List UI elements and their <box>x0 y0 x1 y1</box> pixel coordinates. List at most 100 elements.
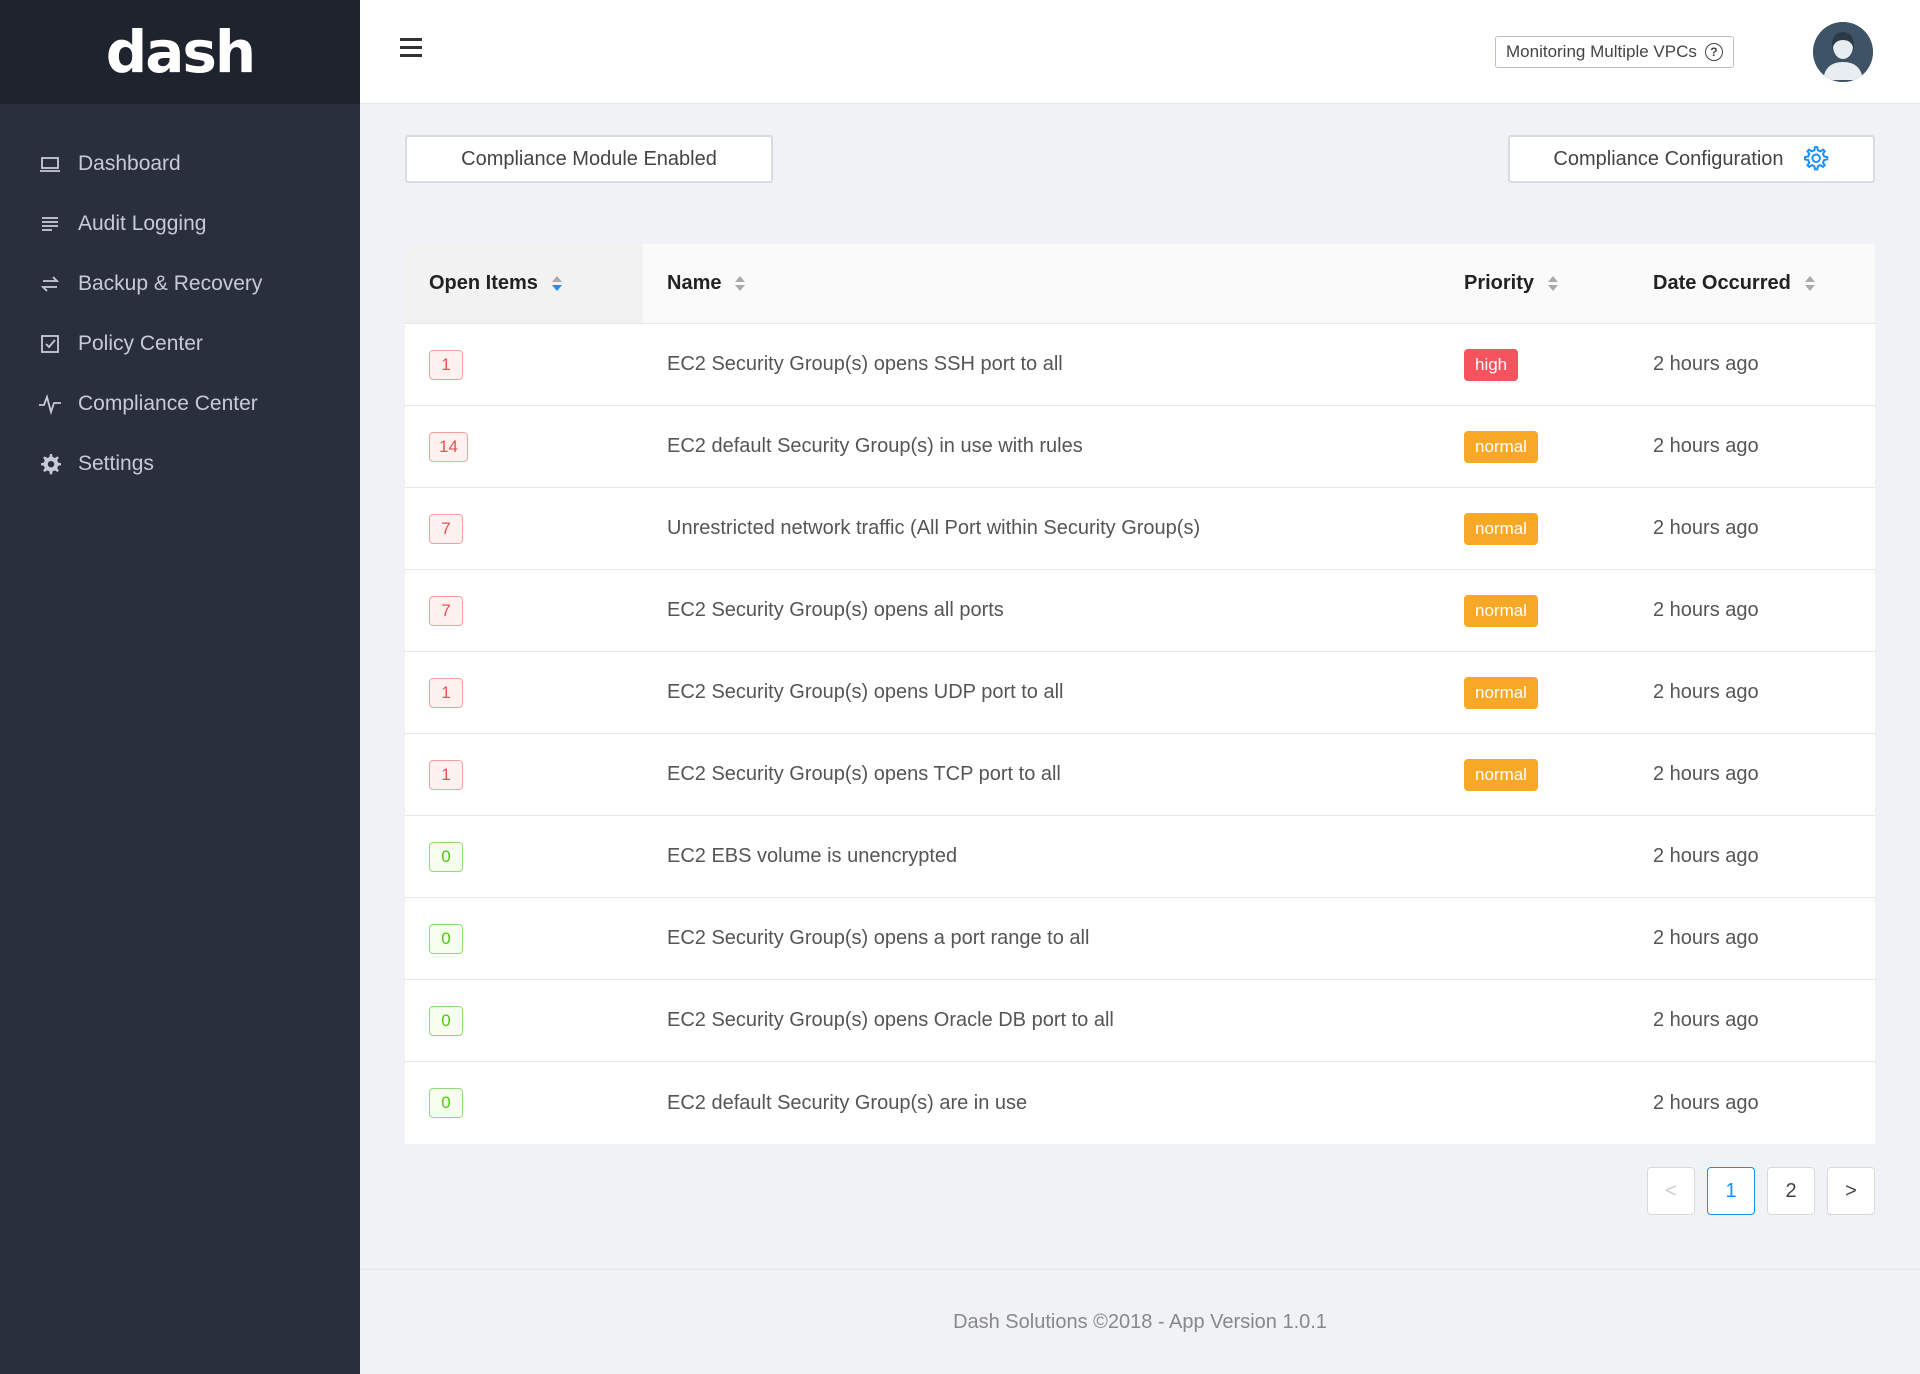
table-row[interactable]: 0 EC2 default Security Group(s) are in us… <box>405 1062 1875 1144</box>
help-icon: ? <box>1704 43 1723 61</box>
table-row[interactable]: 0 EC2 Security Group(s) opens a port rang… <box>405 898 1875 980</box>
sidebar-item-settings[interactable]: Settings <box>0 434 360 494</box>
date-occurred: 2 hours ago <box>1653 1091 1759 1114</box>
rule-name: EC2 default Security Group(s) in use wit… <box>667 435 1083 457</box>
name-cell: EC2 Security Group(s) opens Oracle DB po… <box>643 980 1440 1061</box>
gear-icon <box>1803 146 1828 171</box>
sidebar-nav: Dashboard Audit Logging Backup & Recover… <box>0 134 360 494</box>
pagination: < 1 2 > <box>1647 1167 1875 1215</box>
priority-cell: normal <box>1440 734 1629 815</box>
open-items-count: 0 <box>429 923 463 954</box>
compliance-configuration-button[interactable]: Compliance Configuration <box>1508 135 1875 183</box>
next-page-button[interactable]: > <box>1827 1167 1875 1215</box>
table-row[interactable]: 14 EC2 default Security Group(s) in use w… <box>405 406 1875 488</box>
sidebar-item-audit-logging[interactable]: Audit Logging <box>0 194 360 254</box>
priority-cell: normal <box>1440 488 1629 569</box>
sidebar-item-compliance-center[interactable]: Compliance Center <box>0 374 360 434</box>
footer: Dash Solutions ©2018 - App Version 1.0.1 <box>360 1269 1920 1374</box>
date-occurred: 2 hours ago <box>1653 599 1759 621</box>
sort-icon <box>1548 276 1559 291</box>
priority-badge: high <box>1464 348 1519 381</box>
sidebar-item-backup-recovery[interactable]: Backup & Recovery <box>0 254 360 314</box>
date-occurred: 2 hours ago <box>1653 435 1759 457</box>
date-cell: 2 hours ago <box>1629 324 1875 405</box>
table-row[interactable]: 1 EC2 Security Group(s) opens SSH port to… <box>405 324 1875 406</box>
open-items-cell: 0 <box>405 980 643 1061</box>
open-items-count: 0 <box>429 1005 463 1036</box>
column-header-date-occurred[interactable]: Date Occurred <box>1629 244 1875 323</box>
avatar[interactable] <box>1813 22 1873 82</box>
sidebar-item-label: Policy Center <box>78 332 203 355</box>
priority-cell: normal <box>1440 570 1629 651</box>
dash-logo[interactable]: dash <box>105 18 256 86</box>
sidebar-item-dashboard[interactable]: Dashboard <box>0 134 360 194</box>
date-occurred: 2 hours ago <box>1653 763 1759 785</box>
column-header-name[interactable]: Name <box>643 244 1440 323</box>
sort-icon <box>735 276 746 291</box>
compliance-module-label: Compliance Module Enabled <box>461 147 717 170</box>
open-items-cell: 14 <box>405 406 643 487</box>
gear-icon <box>38 452 62 476</box>
table-body: 1 EC2 Security Group(s) opens SSH port to… <box>405 324 1875 1144</box>
open-items-cell: 7 <box>405 570 643 651</box>
priority-badge: normal <box>1464 758 1538 791</box>
rule-name: EC2 Security Group(s) opens all ports <box>667 599 1004 621</box>
name-cell: Unrestricted network traffic (All Port w… <box>643 488 1440 569</box>
rule-name: EC2 Security Group(s) opens TCP port to … <box>667 763 1061 785</box>
open-items-count: 1 <box>429 349 463 380</box>
column-header-open-items[interactable]: Open Items <box>405 244 643 323</box>
open-items-cell: 0 <box>405 1062 643 1144</box>
priority-cell: normal <box>1440 406 1629 487</box>
date-occurred: 2 hours ago <box>1653 1009 1759 1031</box>
priority-cell: normal <box>1440 652 1629 733</box>
column-header-priority[interactable]: Priority <box>1440 244 1629 323</box>
rule-name: EC2 Security Group(s) opens Oracle DB po… <box>667 1009 1114 1031</box>
sidebar-item-policy-center[interactable]: Policy Center <box>0 314 360 374</box>
list-icon <box>38 212 62 236</box>
table-row[interactable]: 1 EC2 Security Group(s) opens TCP port to… <box>405 734 1875 816</box>
compliance-table: Open Items Name Priority Date Occurred 1… <box>405 244 1875 1144</box>
date-cell: 2 hours ago <box>1629 406 1875 487</box>
date-occurred: 2 hours ago <box>1653 517 1759 539</box>
monitoring-vpcs-button[interactable]: Monitoring Multiple VPCs ? <box>1495 36 1734 68</box>
checkbox-icon <box>38 332 62 356</box>
page-2-button[interactable]: 2 <box>1767 1167 1815 1215</box>
rule-name: EC2 EBS volume is unencrypted <box>667 845 958 867</box>
table-row[interactable]: 7 Unrestricted network traffic (All Port … <box>405 488 1875 570</box>
open-items-count: 7 <box>429 595 463 626</box>
top-header: Monitoring Multiple VPCs ? <box>360 0 1920 104</box>
rule-name: EC2 Security Group(s) opens SSH port to … <box>667 353 1063 375</box>
priority-cell <box>1440 898 1629 979</box>
date-cell: 2 hours ago <box>1629 570 1875 651</box>
table-row[interactable]: 1 EC2 Security Group(s) opens UDP port to… <box>405 652 1875 734</box>
logo-area: dash <box>0 0 360 104</box>
compliance-configuration-label: Compliance Configuration <box>1553 147 1784 170</box>
name-cell: EC2 Security Group(s) opens a port range… <box>643 898 1440 979</box>
rule-name: EC2 default Security Group(s) are in use <box>667 1091 1028 1114</box>
date-cell: 2 hours ago <box>1629 816 1875 897</box>
date-occurred: 2 hours ago <box>1653 353 1759 375</box>
priority-cell: high <box>1440 324 1629 405</box>
rule-name: Unrestricted network traffic (All Port w… <box>667 517 1201 539</box>
name-cell: EC2 Security Group(s) opens all ports <box>643 570 1440 651</box>
sidebar-item-label: Settings <box>78 452 154 475</box>
sidebar-item-label: Backup & Recovery <box>78 272 263 295</box>
rule-name: EC2 Security Group(s) opens UDP port to … <box>667 681 1064 703</box>
table-row[interactable]: 0 EC2 Security Group(s) opens Oracle DB p… <box>405 980 1875 1062</box>
prev-page-button[interactable]: < <box>1647 1167 1695 1215</box>
pulse-icon <box>38 392 62 416</box>
page-1-button[interactable]: 1 <box>1707 1167 1755 1215</box>
menu-toggle-icon[interactable] <box>400 38 424 62</box>
priority-cell <box>1440 816 1629 897</box>
name-cell: EC2 default Security Group(s) are in use <box>643 1062 1440 1144</box>
sort-icon <box>551 276 562 291</box>
open-items-cell: 7 <box>405 488 643 569</box>
compliance-module-enabled-button[interactable]: Compliance Module Enabled <box>405 135 773 183</box>
sidebar-item-label: Dashboard <box>78 152 181 175</box>
priority-cell <box>1440 980 1629 1061</box>
name-cell: EC2 Security Group(s) opens TCP port to … <box>643 734 1440 815</box>
table-row[interactable]: 7 EC2 Security Group(s) opens all ports no… <box>405 570 1875 652</box>
open-items-cell: 0 <box>405 816 643 897</box>
swap-icon <box>38 272 62 296</box>
table-row[interactable]: 0 EC2 EBS volume is unencrypted 2 hours ag… <box>405 816 1875 898</box>
